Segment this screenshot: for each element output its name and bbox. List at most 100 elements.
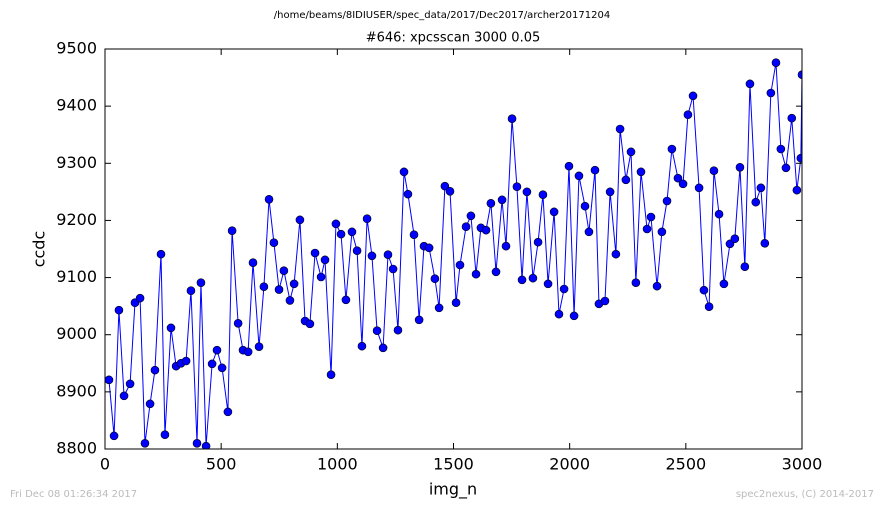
data-point bbox=[756, 183, 766, 193]
data-point bbox=[771, 58, 781, 68]
footer-right: spec2nexus, (C) 2014-2017 bbox=[736, 489, 874, 500]
data-point bbox=[212, 345, 222, 355]
data-point bbox=[445, 186, 455, 196]
x-tick-label: 2500 bbox=[665, 455, 706, 474]
data-point bbox=[135, 293, 145, 303]
data-point bbox=[481, 225, 491, 235]
data-point bbox=[105, 375, 114, 385]
data-point bbox=[150, 365, 160, 375]
data-point bbox=[279, 266, 289, 276]
data-point bbox=[357, 341, 367, 351]
x-axis-label: img_n bbox=[429, 480, 477, 500]
data-point bbox=[636, 167, 646, 177]
data-point bbox=[331, 219, 341, 229]
data-point bbox=[574, 171, 584, 181]
data-point bbox=[699, 285, 709, 295]
x-tick-label: 2000 bbox=[549, 455, 590, 474]
data-point bbox=[760, 238, 770, 248]
data-point bbox=[336, 229, 346, 239]
data-point bbox=[694, 183, 704, 193]
data-point bbox=[196, 278, 206, 288]
y-tick-label: 8900 bbox=[56, 381, 97, 400]
data-point bbox=[393, 325, 403, 335]
data-point bbox=[201, 441, 211, 449]
data-point bbox=[796, 153, 802, 163]
data-point bbox=[533, 237, 543, 247]
y-axis-label: ccdc bbox=[30, 231, 49, 268]
y-tick-label: 9400 bbox=[56, 96, 97, 115]
data-point bbox=[424, 243, 434, 253]
data-point bbox=[248, 258, 258, 268]
data-point bbox=[289, 279, 299, 289]
data-point bbox=[227, 226, 237, 236]
data-point bbox=[341, 295, 351, 305]
data-point bbox=[491, 267, 501, 277]
data-point bbox=[114, 305, 124, 315]
data-point bbox=[347, 227, 357, 237]
data-point bbox=[269, 238, 279, 248]
data-point bbox=[430, 274, 440, 284]
x-tick-label: 500 bbox=[206, 455, 237, 474]
data-point bbox=[186, 286, 196, 296]
data-point bbox=[455, 260, 465, 270]
data-point bbox=[274, 285, 284, 294]
y-tick-label: 9500 bbox=[56, 39, 97, 58]
data-point bbox=[626, 147, 636, 157]
data-point bbox=[549, 207, 559, 217]
data-point bbox=[543, 279, 553, 289]
data-point bbox=[781, 163, 791, 173]
data-point bbox=[207, 359, 217, 369]
x-tick-label: 1500 bbox=[433, 455, 474, 474]
data-point bbox=[580, 201, 590, 211]
y-tick-label: 8800 bbox=[56, 439, 97, 458]
data-point bbox=[192, 438, 202, 448]
data-point bbox=[735, 162, 745, 172]
data-point bbox=[657, 227, 667, 237]
data-point bbox=[378, 343, 388, 353]
data-point bbox=[181, 356, 191, 366]
data-point bbox=[285, 296, 295, 305]
data-point bbox=[243, 347, 253, 357]
data-point bbox=[600, 296, 610, 306]
data-point bbox=[125, 379, 135, 389]
data-point bbox=[745, 79, 755, 89]
data-point bbox=[501, 241, 511, 251]
data-point bbox=[399, 167, 409, 177]
data-point bbox=[642, 224, 652, 234]
data-point bbox=[451, 298, 461, 308]
x-tick-label: 0 bbox=[100, 455, 110, 474]
data-point bbox=[362, 214, 372, 224]
data-point bbox=[145, 399, 155, 409]
data-point bbox=[156, 249, 166, 259]
data-point bbox=[310, 248, 320, 258]
data-point bbox=[414, 315, 424, 325]
data-point bbox=[704, 302, 714, 312]
data-point bbox=[611, 249, 621, 259]
data-point bbox=[512, 182, 522, 192]
y-tick-label: 9100 bbox=[56, 267, 97, 286]
data-point bbox=[528, 273, 538, 283]
chart-title: #646: xpcsscan 3000 0.05 bbox=[366, 31, 541, 46]
data-point bbox=[667, 144, 677, 154]
data-point bbox=[766, 88, 776, 98]
y-tick-label: 9200 bbox=[56, 210, 97, 229]
data-point bbox=[217, 363, 227, 373]
data-point bbox=[631, 278, 641, 288]
data-point bbox=[517, 275, 527, 285]
data-point bbox=[320, 255, 330, 265]
data-point bbox=[409, 230, 419, 240]
data-point bbox=[295, 215, 305, 225]
data-point bbox=[605, 187, 615, 197]
data-point bbox=[471, 269, 481, 279]
data-point bbox=[109, 431, 119, 441]
x-tick-label: 3000 bbox=[782, 455, 823, 474]
y-tick-label: 9000 bbox=[56, 324, 97, 343]
data-point bbox=[233, 318, 243, 328]
data-point bbox=[264, 194, 274, 204]
data-point bbox=[714, 209, 724, 219]
data-point bbox=[259, 282, 269, 292]
data-point bbox=[683, 110, 693, 120]
data-point bbox=[615, 124, 625, 134]
data-point bbox=[466, 211, 476, 221]
